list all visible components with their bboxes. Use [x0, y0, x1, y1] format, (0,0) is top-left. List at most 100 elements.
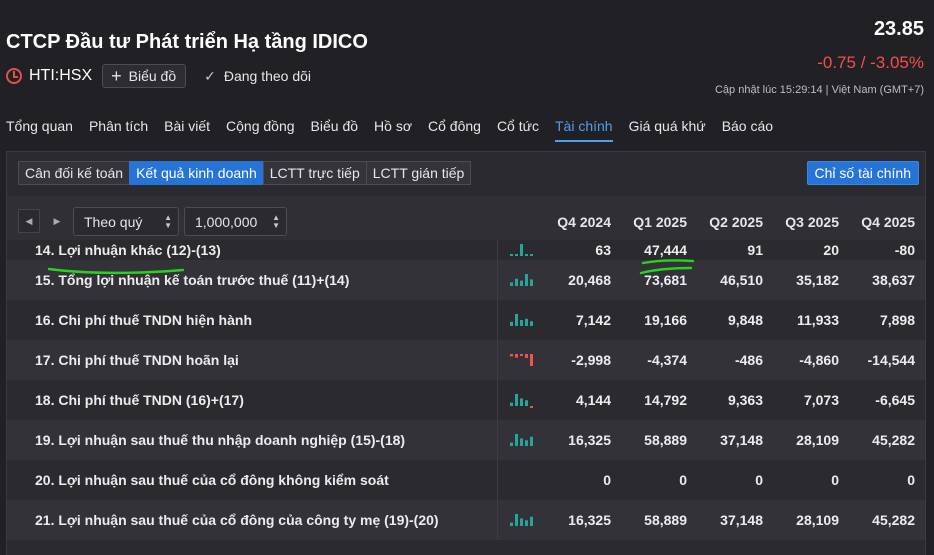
sparkline-bar	[525, 354, 528, 358]
arrow-left-icon: ◀	[25, 215, 33, 226]
tab-5[interactable]: Hồ sơ	[374, 118, 412, 134]
value-cell: 0	[755, 472, 763, 488]
sparkline-bar	[520, 518, 523, 526]
prev-period-button[interactable]: ◀	[18, 209, 40, 233]
subtab-1[interactable]: Kết quả kinh doanh	[129, 161, 264, 185]
column-header[interactable]: Q2 2025	[709, 214, 763, 230]
table-row[interactable]: 21. Lợi nhuận sau thuế của cổ đông của c…	[7, 500, 925, 540]
sparkline-bar	[525, 400, 528, 406]
follow-toggle[interactable]: ✓ Đang theo dõi	[204, 68, 311, 85]
add-chart-button[interactable]: + Biểu đồ	[102, 64, 187, 88]
value-cell: 14,792	[644, 392, 687, 408]
row-label: 14. Lợi nhuận khác (12)-(13)	[35, 242, 221, 258]
row-label: 15. Tổng lợi nhuận kế toán trước thuế (1…	[35, 272, 350, 288]
column-header[interactable]: Q1 2025	[633, 214, 687, 230]
sparkline-bar	[530, 436, 533, 446]
table-row[interactable]: 15. Tổng lợi nhuận kế toán trước thuế (1…	[7, 260, 925, 300]
sparkline-bar	[510, 522, 513, 526]
sparkline-bar	[520, 280, 523, 286]
tab-10[interactable]: Báo cáo	[721, 118, 774, 134]
subtab-2[interactable]: LCTT trực tiếp	[262, 161, 367, 185]
row-divider	[497, 380, 498, 420]
sparkline-bar	[510, 321, 513, 326]
sparkline-bar	[530, 516, 533, 526]
stock-price: 23.85	[873, 18, 924, 40]
row-divider	[497, 420, 498, 460]
table-row[interactable]: 16. Chi phí thuế TNDN hiện hành 7,142 19,1…	[7, 300, 925, 340]
tab-3[interactable]: Cộng đồng	[226, 118, 295, 134]
column-header[interactable]: Q3 2025	[785, 214, 839, 230]
value-cell: 7,898	[879, 312, 915, 328]
sparkline-chart	[510, 434, 533, 446]
tab-2[interactable]: Bài viết	[164, 118, 211, 134]
sparkline-chart	[510, 514, 533, 526]
sparkline-bar	[515, 434, 518, 446]
row-label: 21. Lợi nhuận sau thuế của cổ đông của c…	[35, 512, 439, 528]
subtab-0[interactable]: Cân đối kế toán	[18, 161, 131, 185]
tab-1[interactable]: Phân tích	[88, 118, 149, 134]
value-cell: -6,645	[875, 392, 915, 408]
row-label: 18. Chi phí thuế TNDN (16)+(17)	[35, 392, 244, 408]
sparkline-bar	[530, 254, 533, 256]
update-time: Cập nhật lúc 15:29:14 | Việt Nam (GMT+7)	[714, 84, 924, 96]
value-cell: 91	[747, 242, 763, 258]
tab-7[interactable]: Cổ tức	[496, 118, 539, 134]
table-row[interactable]: 18. Chi phí thuế TNDN (16)+(17) 4,144 14,7…	[7, 380, 925, 420]
tab-8[interactable]: Tài chính	[555, 112, 613, 142]
tab-6[interactable]: Cổ đông	[428, 118, 481, 134]
value-cell: 28,109	[796, 512, 839, 528]
tab-0[interactable]: Tổng quan	[6, 118, 73, 134]
value-cell: 4,144	[575, 392, 611, 408]
value-cell: 20,468	[568, 272, 611, 288]
sparkline-bar	[520, 244, 523, 256]
column-header[interactable]: Q4 2024	[557, 214, 611, 230]
income-statement-rows: 14. Lợi nhuận khác (12)-(13) 63 47,444 91 20…	[7, 240, 925, 540]
subtab-3[interactable]: LCTT gián tiếp	[365, 161, 472, 185]
value-cell: 45,282	[872, 512, 915, 528]
ticker-row: HTI:HSX + Biểu đồ ✓ Đang theo dõi	[6, 64, 311, 88]
sparkline-chart	[510, 354, 533, 366]
sparkline-bar	[530, 354, 533, 366]
company-title: CTCP Đầu tư Phát triển Hạ tầng IDICO	[6, 31, 368, 53]
value-cell: 16,325	[568, 432, 611, 448]
value-cell: 0	[907, 472, 915, 488]
value-cell: -4,860	[799, 352, 839, 368]
value-cell: -4,374	[647, 352, 687, 368]
period-select[interactable]: Theo quý ▲ ▼	[73, 207, 179, 236]
value-cell: -2,998	[571, 352, 611, 368]
sparkline-bar	[515, 254, 518, 256]
value-cell: 7,142	[575, 312, 611, 328]
unit-select[interactable]: 1,000,000 ▲ ▼	[184, 207, 287, 236]
value-cell: 63	[595, 242, 611, 258]
value-cell: -14,544	[867, 352, 915, 368]
next-period-button[interactable]: ▶	[46, 209, 68, 233]
value-cell: 46,510	[720, 272, 763, 288]
sparkline-bar	[520, 438, 523, 446]
sparkline-bar	[510, 442, 513, 446]
row-divider	[497, 260, 498, 300]
table-row[interactable]: 20. Lợi nhuận sau thuế của cổ đông không…	[7, 460, 925, 500]
value-cell: 9,848	[727, 312, 763, 328]
tab-4[interactable]: Biểu đồ	[310, 118, 359, 134]
row-divider	[497, 500, 498, 540]
report-subtabs: Cân đối kế toán Kết quả kinh doanh LCTT tr…	[18, 161, 472, 185]
handwritten-underline	[47, 267, 185, 275]
tab-9[interactable]: Giá quá khứ	[628, 118, 706, 134]
row-label: 16. Chi phí thuế TNDN hiện hành	[35, 312, 252, 328]
sparkline-chart	[510, 244, 533, 256]
select-arrows-icon: ▲ ▼	[272, 213, 280, 230]
table-row[interactable]: 14. Lợi nhuận khác (12)-(13) 63 47,444 91 20…	[7, 240, 925, 260]
main-tabs: Tổng quan Phân tích Bài viết Cộng đồng Biểu …	[0, 112, 783, 142]
sparkline-bar	[525, 318, 528, 326]
table-row[interactable]: 19. Lợi nhuận sau thuế thu nhập doanh ng…	[7, 420, 925, 460]
value-cell: 45,282	[872, 432, 915, 448]
value-cell: 37,148	[720, 512, 763, 528]
financial-ratio-button[interactable]: Chỉ số tài chính	[806, 161, 919, 185]
sparkline-bar	[510, 282, 513, 286]
sparkline-bar	[510, 402, 513, 406]
value-cell: 7,073	[803, 392, 839, 408]
sparkline-bar	[515, 394, 518, 406]
column-header[interactable]: Q4 2025	[861, 214, 915, 230]
value-cell: 37,148	[720, 432, 763, 448]
table-row[interactable]: 17. Chi phí thuế TNDN hoãn lại -2,998 -4,3…	[7, 340, 925, 380]
